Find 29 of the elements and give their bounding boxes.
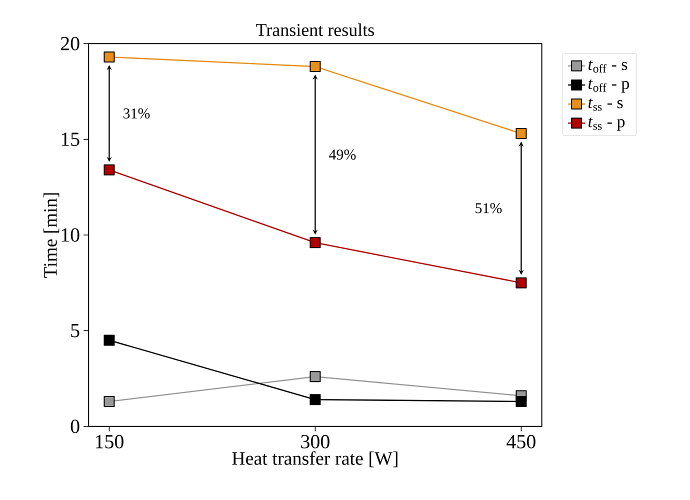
chart-title: Transient results (256, 23, 374, 36)
legend-label: t$_{off}$ - p (588, 79, 629, 93)
annotation: 51% (476, 203, 502, 214)
point (104, 396, 115, 408)
point (516, 277, 527, 288)
y-tick-label: 10 (62, 228, 80, 242)
point (310, 61, 321, 72)
y-axis-title: Time [min] (43, 193, 60, 278)
point (310, 237, 321, 248)
y-tick-label: 5 (71, 324, 80, 338)
legend-label: t$_{ss}$ - p (588, 118, 625, 131)
x-tick-label: 450 (506, 434, 536, 448)
annotation: 31% (123, 108, 150, 119)
y-tick-label: 20 (60, 36, 80, 50)
point (104, 51, 115, 62)
point (310, 371, 321, 382)
annotation: 49% (329, 150, 356, 160)
x-tick-label: 300 (301, 434, 330, 448)
point (104, 164, 115, 176)
legend-label: t$_{off}$ - s (588, 60, 628, 73)
y-tick-label: 15 (62, 132, 80, 146)
x-tick-label: 150 (96, 434, 124, 448)
point (104, 334, 115, 346)
y-tick-label: 0 (70, 420, 80, 434)
point (516, 396, 527, 408)
legend-label: t$_{ss}$ - s (588, 98, 623, 111)
point (310, 394, 321, 406)
point (516, 128, 527, 140)
x-axis-title: Heat transfer rate [W] (232, 451, 398, 468)
